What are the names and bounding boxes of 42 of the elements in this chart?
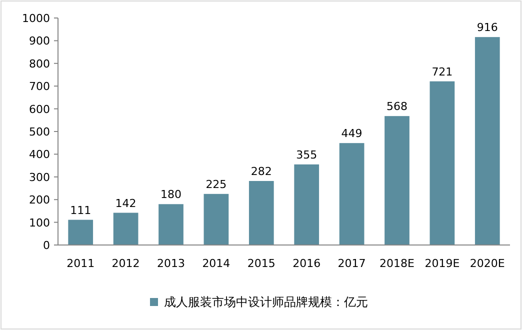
y-tick-label: 600 — [29, 102, 50, 116]
x-tick-label: 2020E — [470, 257, 505, 270]
bar — [384, 116, 410, 245]
data-label: 282 — [250, 164, 272, 178]
x-tick-label: 2012 — [112, 257, 140, 270]
data-label: 225 — [206, 178, 227, 191]
bar — [430, 81, 455, 245]
data-label: 916 — [476, 21, 498, 34]
bar — [113, 212, 138, 245]
y-tick-label: 1000 — [22, 12, 50, 25]
y-tick-label: 300 — [29, 170, 50, 184]
data-label: 111 — [70, 204, 92, 217]
bar — [294, 164, 320, 245]
x-tick-label: 2011 — [66, 257, 95, 270]
bar — [248, 180, 274, 245]
y-tick-label: 200 — [29, 194, 50, 207]
bar — [339, 143, 364, 245]
y-tick-label: 700 — [29, 80, 50, 94]
x-tick-label: 2019E — [424, 257, 460, 270]
bar — [204, 194, 229, 245]
data-label: 355 — [296, 148, 318, 162]
bar — [474, 37, 500, 245]
data-label: 449 — [341, 127, 362, 140]
x-tick-label: 2017 — [338, 257, 366, 270]
x-tick-label: 2013 — [157, 257, 185, 270]
x-tick-label: 2016 — [292, 257, 321, 270]
y-tick-label: 0 — [43, 239, 50, 252]
y-tick-label: 400 — [29, 148, 50, 162]
data-label: 142 — [115, 196, 136, 210]
legend-label: 成人服装市场中设计师品牌规模：亿元 — [164, 295, 368, 309]
y-tick-label: 800 — [29, 57, 50, 70]
y-tick-label: 100 — [29, 216, 50, 230]
x-tick-label: 2014 — [202, 257, 230, 270]
bar — [158, 204, 184, 245]
y-tick-label: 500 — [29, 126, 50, 138]
data-label: 721 — [432, 65, 453, 78]
bar — [68, 220, 94, 245]
x-tick-label: 2018E — [380, 257, 415, 270]
y-tick-label: 900 — [29, 34, 50, 48]
data-label: 180 — [160, 188, 182, 202]
data-label: 568 — [386, 100, 408, 114]
x-tick-label: 2015 — [247, 257, 276, 270]
